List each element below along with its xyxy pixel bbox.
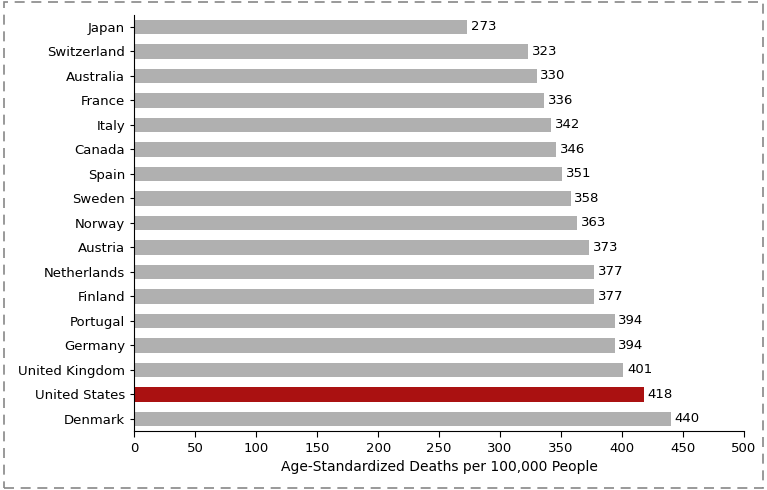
Text: 351: 351 [566, 168, 591, 180]
Bar [134, 118, 551, 132]
Text: 358: 358 [574, 192, 600, 205]
Bar [134, 314, 614, 328]
Bar [134, 265, 594, 279]
Bar [134, 44, 528, 59]
Bar [134, 216, 577, 230]
Bar [134, 93, 544, 108]
Text: 330: 330 [540, 70, 566, 82]
Text: 418: 418 [647, 388, 673, 401]
Text: 394: 394 [618, 315, 644, 327]
Text: 440: 440 [674, 413, 700, 425]
Text: 401: 401 [627, 364, 652, 376]
Text: 346: 346 [560, 143, 585, 156]
Bar [134, 20, 467, 34]
Bar [134, 412, 671, 426]
Bar [134, 69, 537, 83]
Bar [134, 289, 594, 304]
Text: 342: 342 [555, 119, 581, 131]
Bar [134, 363, 624, 377]
Text: 377: 377 [597, 266, 623, 278]
Bar [134, 387, 644, 402]
Text: 323: 323 [532, 45, 558, 58]
Text: 373: 373 [593, 241, 618, 254]
Text: 377: 377 [597, 290, 623, 303]
Bar [134, 338, 614, 353]
Bar [134, 142, 556, 157]
X-axis label: Age-Standardized Deaths per 100,000 People: Age-Standardized Deaths per 100,000 Peop… [281, 460, 597, 474]
Bar [134, 167, 562, 181]
Text: 336: 336 [548, 94, 573, 107]
Text: 394: 394 [618, 339, 644, 352]
Text: 363: 363 [581, 217, 606, 229]
Bar [134, 240, 589, 255]
Text: 273: 273 [471, 21, 496, 33]
Bar [134, 191, 571, 206]
